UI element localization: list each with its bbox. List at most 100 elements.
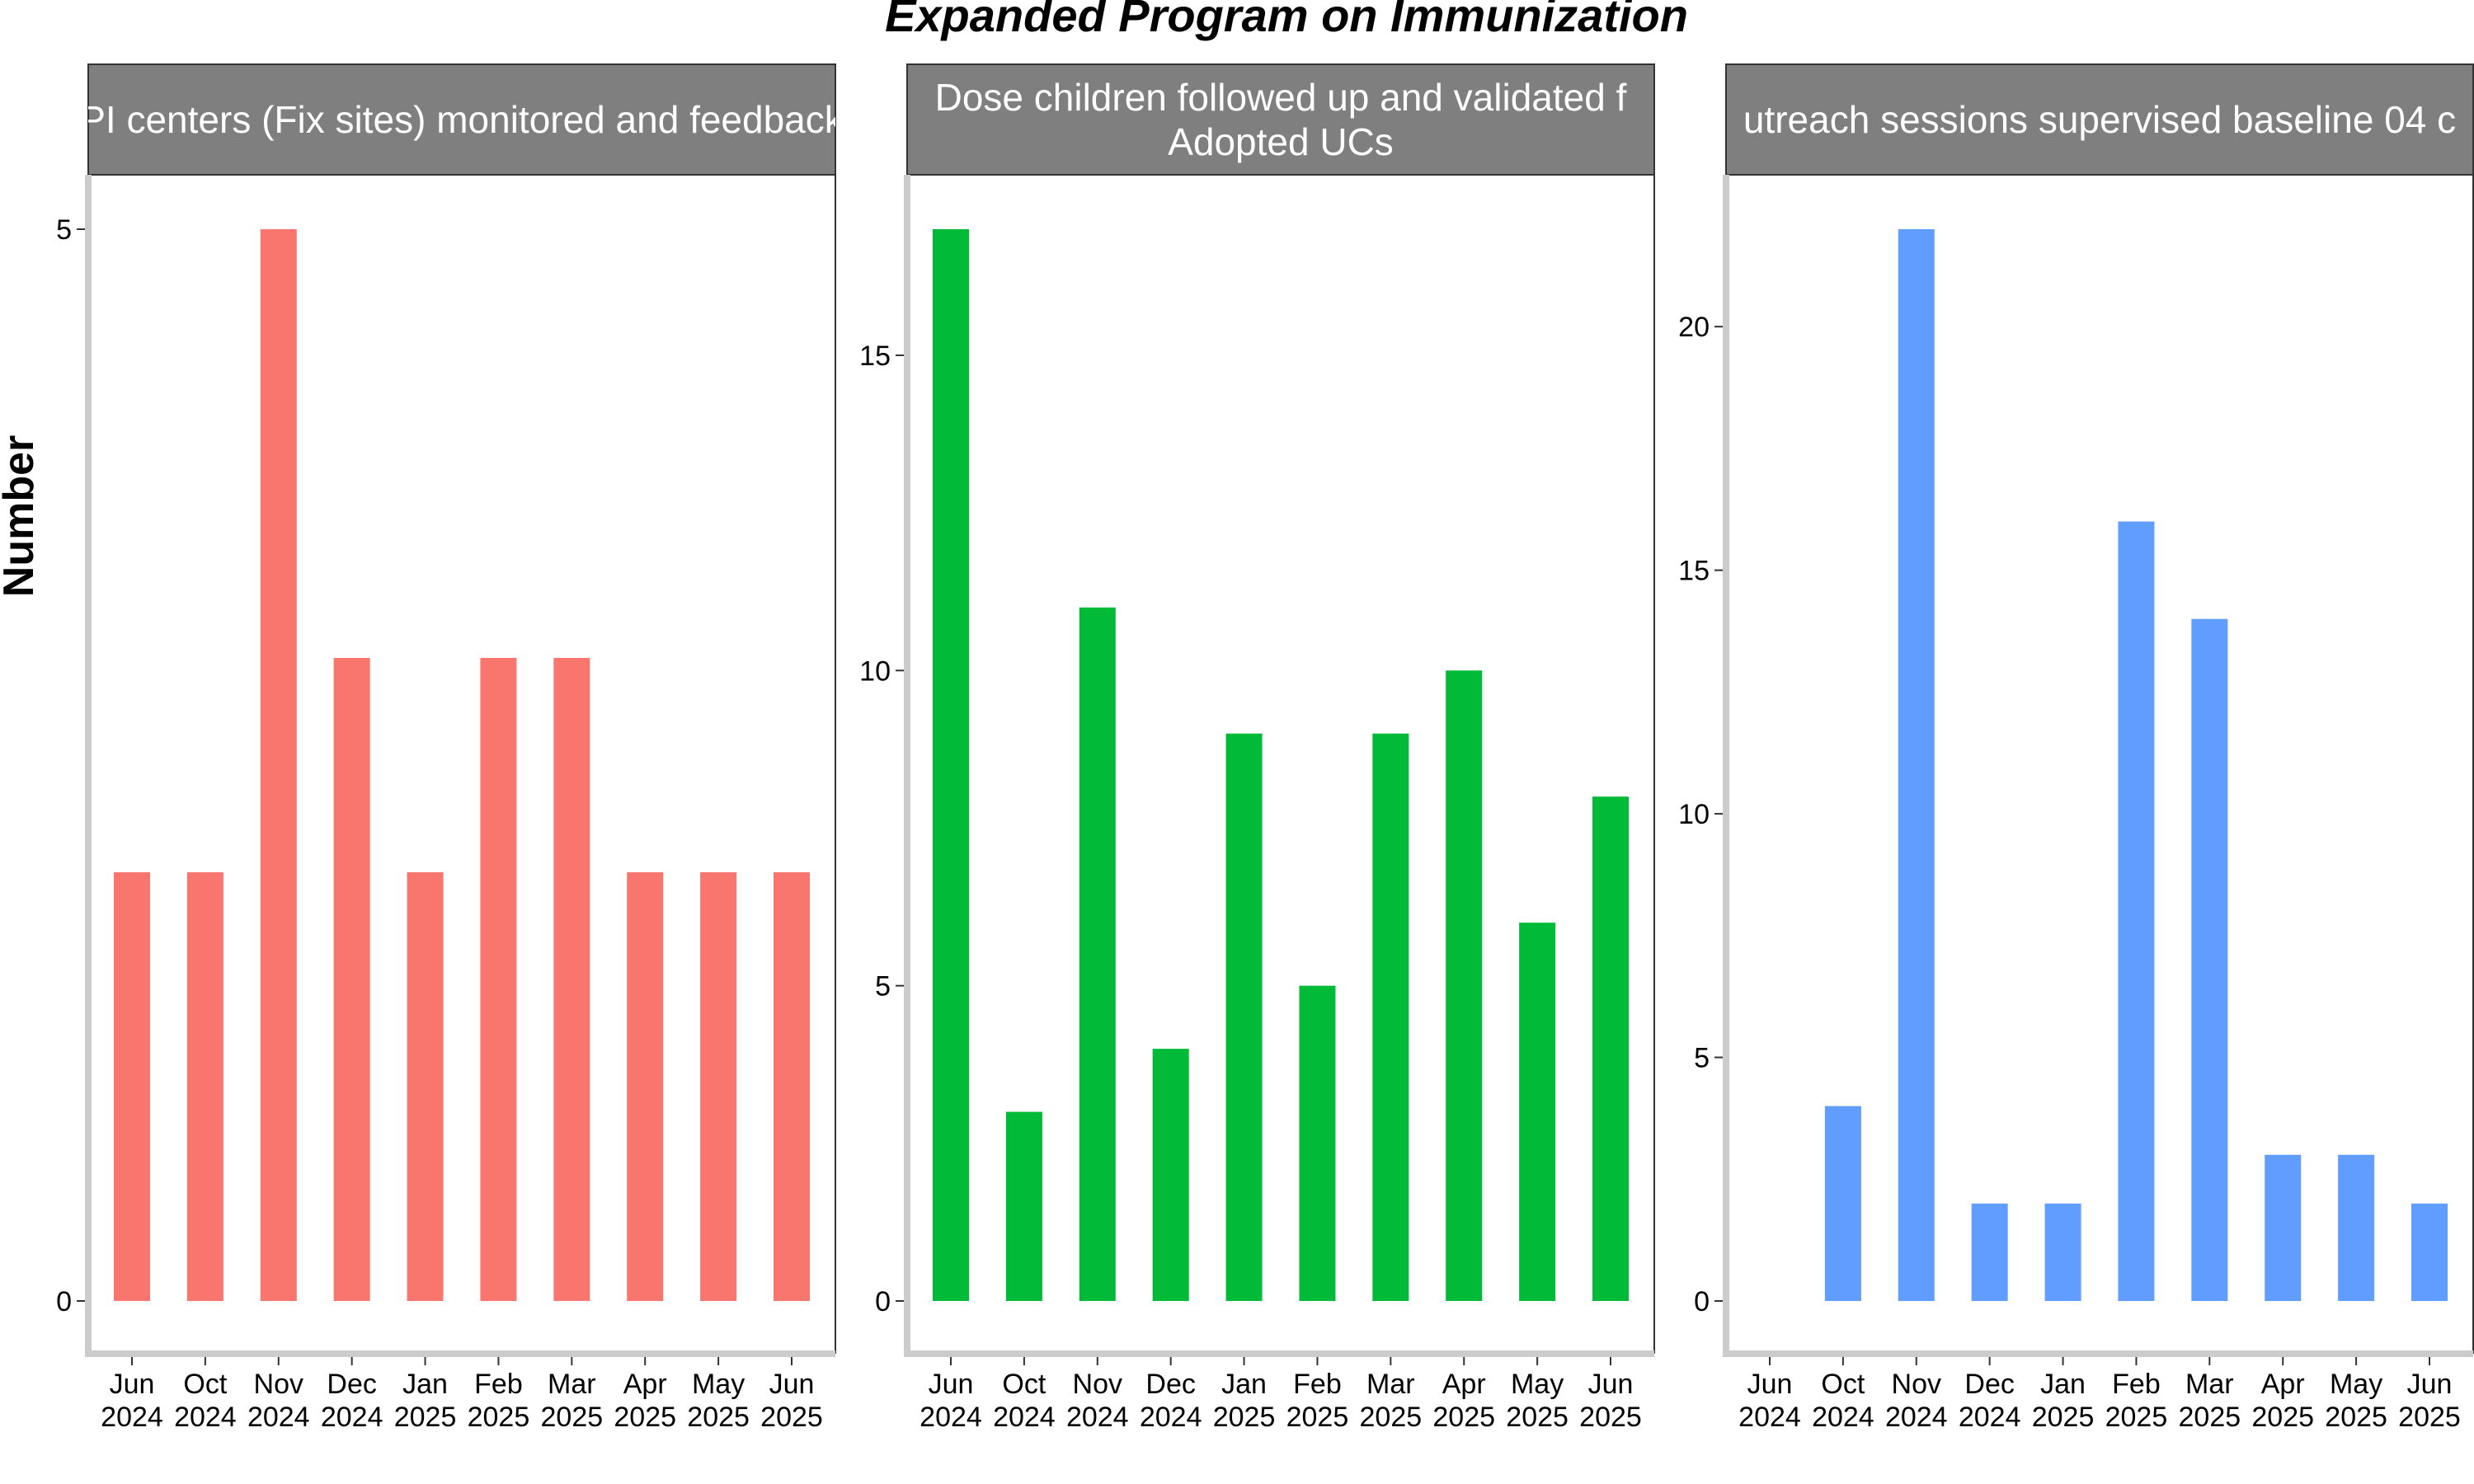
- x-tick-label: Jun 2025: [2398, 1369, 2461, 1433]
- x-tick-label-month: Jun: [2407, 1369, 2453, 1400]
- bar-apr-2025: [627, 872, 664, 1301]
- x-tick-label: Jan 2025: [2032, 1369, 2095, 1433]
- x-tick-label: Apr 2025: [614, 1369, 676, 1433]
- bar-oct-2024: [1824, 1106, 1861, 1301]
- bar-jan-2025: [407, 872, 444, 1301]
- x-tick-label-month: Jan: [402, 1369, 448, 1400]
- bar-may-2025: [700, 872, 737, 1301]
- x-tick-label-month: Feb: [1293, 1369, 1342, 1400]
- x-tick-label: Jun 2025: [760, 1369, 823, 1433]
- x-tick-label-month: Feb: [474, 1369, 523, 1400]
- x-tick-label-month: Feb: [2112, 1369, 2161, 1400]
- x-tick-label-year: 2025: [1506, 1402, 1569, 1433]
- x-tick-label-month: Mar: [1366, 1369, 1415, 1400]
- x-tick-label-month: Oct: [1002, 1369, 1046, 1400]
- x-tick-label-month: May: [692, 1369, 745, 1400]
- x-tick-label-month: Dec: [1145, 1369, 1195, 1400]
- y-tick-label: 15: [1678, 556, 1710, 587]
- x-tick-label-month: Jun: [1588, 1369, 1634, 1400]
- bar-feb-2025: [1299, 985, 1336, 1301]
- x-tick-label-month: Oct: [183, 1369, 227, 1400]
- bar-nov-2024: [260, 229, 297, 1301]
- x-tick-label: Oct 2024: [174, 1369, 237, 1433]
- x-tick-label-year: 2025: [687, 1402, 750, 1433]
- x-tick-label-year: 2025: [2032, 1402, 2095, 1433]
- x-tick-label-year: 2025: [1432, 1402, 1495, 1433]
- x-tick-label: Mar 2025: [1360, 1369, 1423, 1433]
- x-tick-label-month: Nov: [254, 1369, 303, 1400]
- x-tick-label-year: 2025: [2251, 1402, 2314, 1433]
- x-tick-label-year: 2025: [1360, 1402, 1423, 1433]
- x-tick-label: Jun 2024: [1738, 1369, 1801, 1433]
- bar-mar-2025: [553, 658, 590, 1301]
- x-tick-label-month: Apr: [623, 1369, 667, 1400]
- facet-strip-title: utreach sessions supervised baseline 04 …: [1743, 98, 2456, 141]
- x-tick-label-year: 2025: [394, 1402, 457, 1433]
- x-tick-label-month: Mar: [2185, 1369, 2234, 1400]
- x-tick-label: May 2025: [1506, 1369, 1569, 1433]
- bar-dec-2024: [333, 658, 370, 1301]
- y-tick-label: 5: [875, 971, 891, 1003]
- x-tick-label-month: Dec: [1964, 1369, 2014, 1400]
- x-tick-label: Apr 2025: [2251, 1369, 2314, 1433]
- bar-mar-2025: [1372, 733, 1409, 1301]
- x-tick-label-year: 2025: [614, 1402, 676, 1433]
- x-tick-label-year: 2024: [993, 1402, 1056, 1433]
- x-tick-label: Nov 2024: [1885, 1369, 1948, 1433]
- x-tick-label: Jun 2024: [101, 1369, 163, 1433]
- x-tick-label-year: 2024: [174, 1402, 237, 1433]
- x-tick-label: Mar 2025: [541, 1369, 604, 1433]
- bar-jun-2025: [774, 872, 810, 1301]
- x-tick-label-month: Dec: [327, 1369, 376, 1400]
- panel-2: Dose children followed up and validated …: [859, 63, 1655, 1433]
- x-tick-label: Feb 2025: [2105, 1369, 2168, 1433]
- x-tick-label: Apr 2025: [1432, 1369, 1495, 1433]
- x-tick-label-year: 2025: [541, 1402, 604, 1433]
- x-tick-label-year: 2025: [2398, 1402, 2461, 1433]
- panel-1: PI centers (Fix sites) monitored and fee…: [56, 63, 836, 1433]
- x-tick-label-year: 2024: [920, 1402, 982, 1433]
- y-tick-label: 10: [1678, 799, 1710, 830]
- x-tick-label-year: 2025: [468, 1402, 530, 1433]
- x-tick-label-year: 2025: [2179, 1402, 2241, 1433]
- x-tick-label-month: Apr: [2261, 1369, 2305, 1400]
- x-tick-label-month: Nov: [1892, 1369, 1941, 1400]
- bar-jan-2025: [2044, 1203, 2081, 1301]
- x-tick-label: Jan 2025: [394, 1369, 457, 1433]
- bar-jun-2025: [1592, 796, 1629, 1301]
- bar-mar-2025: [2191, 618, 2228, 1301]
- x-tick-label-year: 2025: [2325, 1402, 2387, 1433]
- x-tick-label-year: 2025: [2105, 1402, 2168, 1433]
- bar-dec-2024: [1971, 1203, 2008, 1301]
- bar-jan-2025: [1225, 733, 1263, 1301]
- bar-dec-2024: [1152, 1049, 1189, 1301]
- x-tick-label-year: 2025: [1286, 1402, 1349, 1433]
- bar-jun-2025: [2411, 1203, 2448, 1301]
- x-tick-label-year: 2025: [1579, 1402, 1642, 1433]
- y-axis-label: Number: [0, 435, 43, 597]
- x-tick-label-year: 2024: [247, 1402, 310, 1433]
- y-tick-label: 5: [1694, 1043, 1710, 1074]
- bar-oct-2024: [186, 872, 223, 1301]
- facet-strip: [87, 63, 836, 176]
- x-tick-label-month: Jun: [110, 1369, 155, 1400]
- facet-strip-title: Dose children followed up and validated …: [935, 76, 1627, 119]
- bar-jun-2024: [114, 872, 150, 1301]
- bar-may-2025: [1519, 923, 1556, 1301]
- y-tick-label: 0: [1694, 1286, 1710, 1317]
- x-tick-label-year: 2025: [760, 1402, 823, 1433]
- bar-nov-2024: [1898, 229, 1935, 1301]
- x-tick-label: Feb 2025: [468, 1369, 530, 1433]
- x-tick-label: Jun 2025: [1579, 1369, 1642, 1433]
- x-tick-label: Dec 2024: [1959, 1369, 2021, 1433]
- facet-strip-title: Adopted UCs: [1168, 120, 1394, 163]
- bar-jun-2024: [933, 229, 969, 1301]
- x-tick-label-year: 2024: [321, 1402, 383, 1433]
- x-tick-label: Feb 2025: [1286, 1369, 1349, 1433]
- x-tick-label: May 2025: [687, 1369, 750, 1433]
- x-tick-label-month: Nov: [1073, 1369, 1122, 1400]
- bar-feb-2025: [2118, 521, 2155, 1301]
- x-tick-label: Mar 2025: [2179, 1369, 2241, 1433]
